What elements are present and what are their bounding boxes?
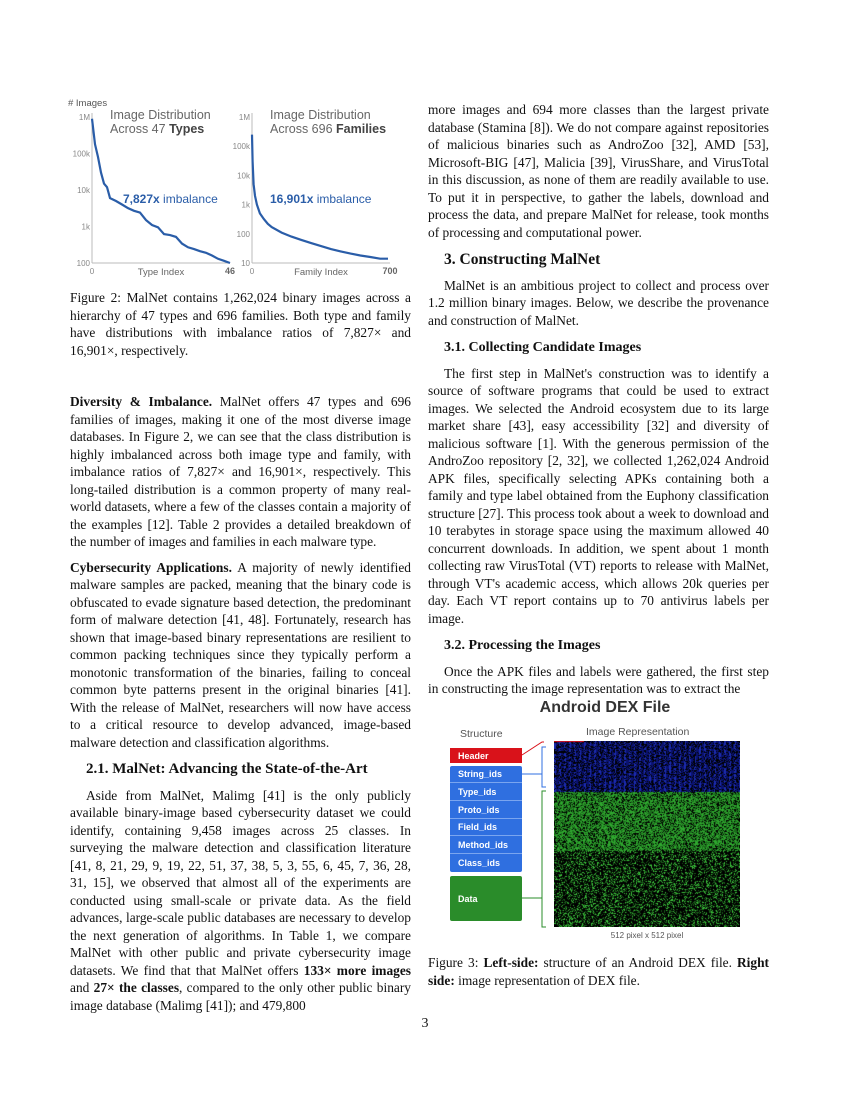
bold-text: 27× the classes — [94, 980, 179, 995]
caption-text: structure of an Android DEX file. — [539, 955, 738, 970]
section-2-1-heading: 2.1. MalNet: Advancing the State-of-the-… — [70, 761, 411, 779]
image-size-label: 512 pixel x 512 pixel — [554, 931, 740, 940]
x-tick-label: 46 — [225, 266, 235, 276]
paragraph-intro: MalNet is an ambitious project to collec… — [428, 277, 769, 330]
y-tick-label: 10k — [77, 186, 91, 195]
paragraph-cybersecurity: Cybersecurity Applications. A majority o… — [70, 559, 411, 752]
figure-2-charts: 100 1k 10k 100k 1M 0 46 Type Index Image Distrib… — [60, 95, 410, 280]
x-axis-label: Family Index — [294, 267, 348, 278]
paragraph-text: and — [70, 980, 94, 995]
x-tick-label: 0 — [90, 267, 95, 276]
left-column: Figure 2: MalNet contains 1,262,024 bina… — [70, 289, 411, 1014]
paragraph-text: Aside from MalNet, Malimg [41] is the on… — [70, 788, 411, 978]
paragraph-text: A majority of newly identified malware s… — [70, 560, 411, 750]
y-tick-label: 1M — [239, 113, 250, 122]
paragraph-processing: Once the APK files and labels were gathe… — [428, 663, 769, 698]
section-3-1-heading: 3.1. Collecting Candidate Images — [428, 339, 769, 357]
lead-cybersecurity: Cybersecurity Applications. — [70, 560, 232, 575]
imbalance-annotation: 16,901x imbalance — [270, 192, 372, 206]
paragraph-text: MalNet offers 47 types and 696 families … — [70, 394, 411, 549]
paragraph-continued: more images and 694 more classes than th… — [428, 101, 769, 241]
right-column: more images and 694 more classes than th… — [428, 101, 769, 698]
x-tick-label: 0 — [250, 267, 255, 276]
caption-text: Figure 3: — [428, 955, 483, 970]
y-tick-label: 1M — [79, 113, 90, 122]
bold-text: 133× more images — [304, 963, 411, 978]
y-tick-label: 1k — [82, 223, 91, 232]
y-tick-label: 100k — [233, 142, 251, 151]
figure-3-caption: Figure 3: Left-side: structure of an And… — [428, 954, 769, 989]
chart-title-line2: Across 696 Families — [270, 122, 386, 136]
figure-2-caption: Figure 2: MalNet contains 1,262,024 bina… — [70, 289, 411, 359]
x-tick-label: 700 — [382, 266, 397, 276]
y-tick-label: 10k — [237, 171, 251, 180]
chart-title-line1: Image Distribution — [110, 108, 211, 122]
x-axis-label: Type Index — [138, 267, 185, 278]
figure-3-dex: Android DEX File Structure Image Represe… — [440, 695, 770, 945]
y-tick-label: 100 — [237, 230, 251, 239]
chart-title-line1: Image Distribution — [270, 108, 371, 122]
paragraph-malnet-sota: Aside from MalNet, Malimg [41] is the on… — [70, 787, 411, 1015]
page-number: 3 — [0, 1016, 850, 1032]
dex-image-representation — [554, 741, 740, 927]
lead-diversity: Diversity & Imbalance. — [70, 394, 212, 409]
caption-text: image representation of DEX file. — [455, 973, 640, 988]
paragraph-collecting: The first step in MalNet's construction … — [428, 365, 769, 628]
y-tick-label: 1k — [242, 201, 251, 210]
section-3-heading: 3. Constructing MalNet — [428, 251, 769, 269]
paragraph-diversity: Diversity & Imbalance. MalNet offers 47 … — [70, 393, 411, 551]
y-axis-label: # Images — [68, 98, 107, 109]
series-line — [92, 119, 230, 263]
y-tick-label: 100k — [73, 150, 91, 159]
section-3-2-heading: 3.2. Processing the Images — [428, 637, 769, 655]
caption-bold: Left-side: — [483, 955, 538, 970]
chart-title-line2: Across 47 Types — [110, 122, 204, 136]
imbalance-annotation: 7,827x imbalance — [123, 192, 218, 206]
y-tick-label: 100 — [77, 259, 91, 268]
